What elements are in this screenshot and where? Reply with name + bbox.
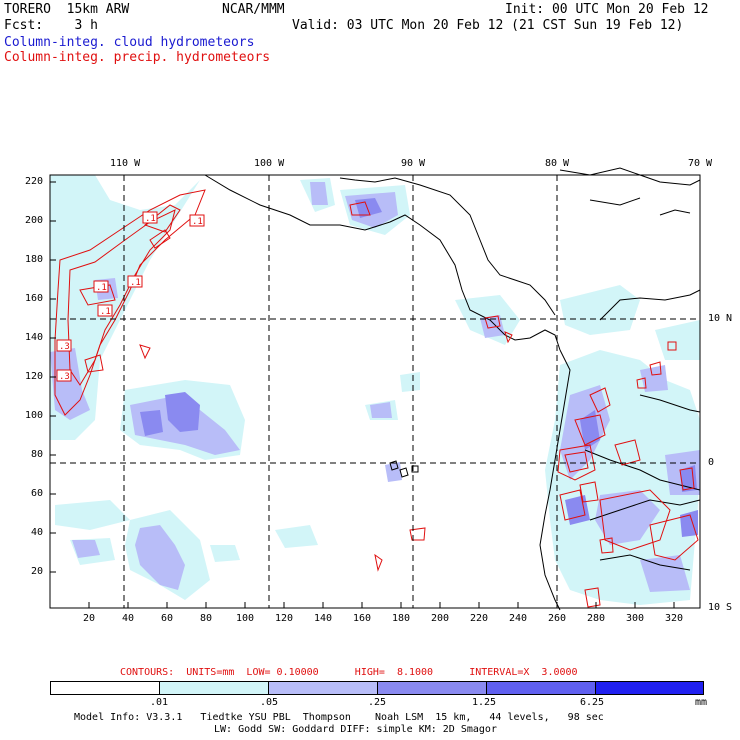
y-label: 120: [25, 371, 44, 382]
model-info-line1: Model Info: V3.3.1 Tiedtke YSU PBL Thomp…: [74, 712, 604, 723]
y-label: 20: [31, 566, 44, 577]
x-label: 100: [236, 613, 255, 624]
lat-label-10s: 10 S: [708, 602, 733, 613]
contour-label-6: .3: [59, 342, 70, 352]
field-label-cloud: Column-integ. cloud hydrometeors: [4, 35, 255, 50]
colorbar-tick: .25: [368, 697, 387, 708]
lon-label-70w: 70 W: [688, 158, 713, 169]
contour-labels: .1 .1 .1 .1 .1 .3 .3: [56, 211, 205, 382]
field-label-precip: Column-integ. precip. hydrometeors: [4, 50, 271, 65]
lon-label-100w: 100 W: [254, 158, 285, 169]
contour-label-5: .1: [100, 307, 111, 317]
left-ticks: [50, 181, 56, 573]
colorbar-bin-0: [51, 682, 160, 694]
coastlines: [204, 167, 701, 611]
lon-label-110w: 110 W: [110, 158, 141, 169]
map-frame: [49, 174, 701, 609]
center-title: NCAR/MMM: [222, 2, 285, 17]
colorbar-tick: .01: [150, 697, 169, 708]
lat-label-0: 0: [708, 457, 715, 468]
colorbar-tick: 6.25: [580, 697, 605, 708]
x-label: 260: [548, 613, 567, 624]
valid-time: Valid: 03 UTC Mon 20 Feb 12 (21 CST Sun …: [292, 18, 684, 33]
y-label: 160: [25, 293, 44, 304]
x-label: 60: [161, 613, 174, 624]
lon-label-80w: 80 W: [545, 158, 570, 169]
contour-label-4: .1: [96, 283, 107, 293]
contour-label-1: .1: [145, 214, 156, 224]
x-label: 280: [587, 613, 606, 624]
colorbar-bin-4: [487, 682, 596, 694]
lat-lon-grid: [50, 175, 700, 608]
colorbar-bin-2: [269, 682, 378, 694]
contour-label-7: .3: [59, 372, 70, 382]
x-label: 160: [353, 613, 372, 624]
colorbar-bin-3: [378, 682, 487, 694]
x-label: 240: [509, 613, 528, 624]
y-label: 220: [25, 176, 44, 187]
x-label: 120: [275, 613, 294, 624]
x-label: 220: [470, 613, 489, 624]
y-label: 180: [25, 254, 44, 265]
contour-info: CONTOURS: UNITS=mm LOW= 0.10000 HIGH= 8.…: [120, 667, 578, 678]
x-label: 20: [83, 613, 96, 624]
x-label: 80: [200, 613, 213, 624]
y-label: 200: [25, 215, 44, 226]
contour-label-3: .1: [130, 278, 141, 288]
colorbar-tick: 1.25: [472, 697, 497, 708]
model-info-line2: LW: Godd SW: Goddard DIFF: simple KM: 2D…: [214, 724, 497, 735]
x-label: 320: [665, 613, 684, 624]
forecast-hour: Fcst: 3 h: [4, 18, 98, 33]
y-label: 40: [31, 527, 44, 538]
precip-contours: [54, 189, 699, 608]
bottom-ticks: [88, 602, 675, 608]
colorbar-bin-1: [160, 682, 269, 694]
init-time: Init: 00 UTC Mon 20 Feb 12: [505, 2, 709, 17]
colorbar-tick: .05: [260, 697, 279, 708]
model-title: TORERO 15km ARW: [4, 2, 130, 17]
x-label: 180: [392, 613, 411, 624]
lat-label-10n: 10 N: [708, 313, 733, 324]
x-label: 40: [122, 613, 135, 624]
contour-label-2: .1: [192, 217, 203, 227]
colorbar-unit: mm: [695, 697, 708, 708]
x-label: 300: [626, 613, 645, 624]
cloud-shading: [50, 175, 700, 605]
y-label: 100: [25, 410, 44, 421]
lon-label-90w: 90 W: [401, 158, 426, 169]
colorbar: [50, 681, 704, 695]
colorbar-bin-5: [596, 682, 703, 694]
x-label: 200: [431, 613, 450, 624]
y-label: 60: [31, 488, 44, 499]
x-label: 140: [314, 613, 333, 624]
y-label: 140: [25, 332, 44, 343]
y-label: 80: [31, 449, 44, 460]
